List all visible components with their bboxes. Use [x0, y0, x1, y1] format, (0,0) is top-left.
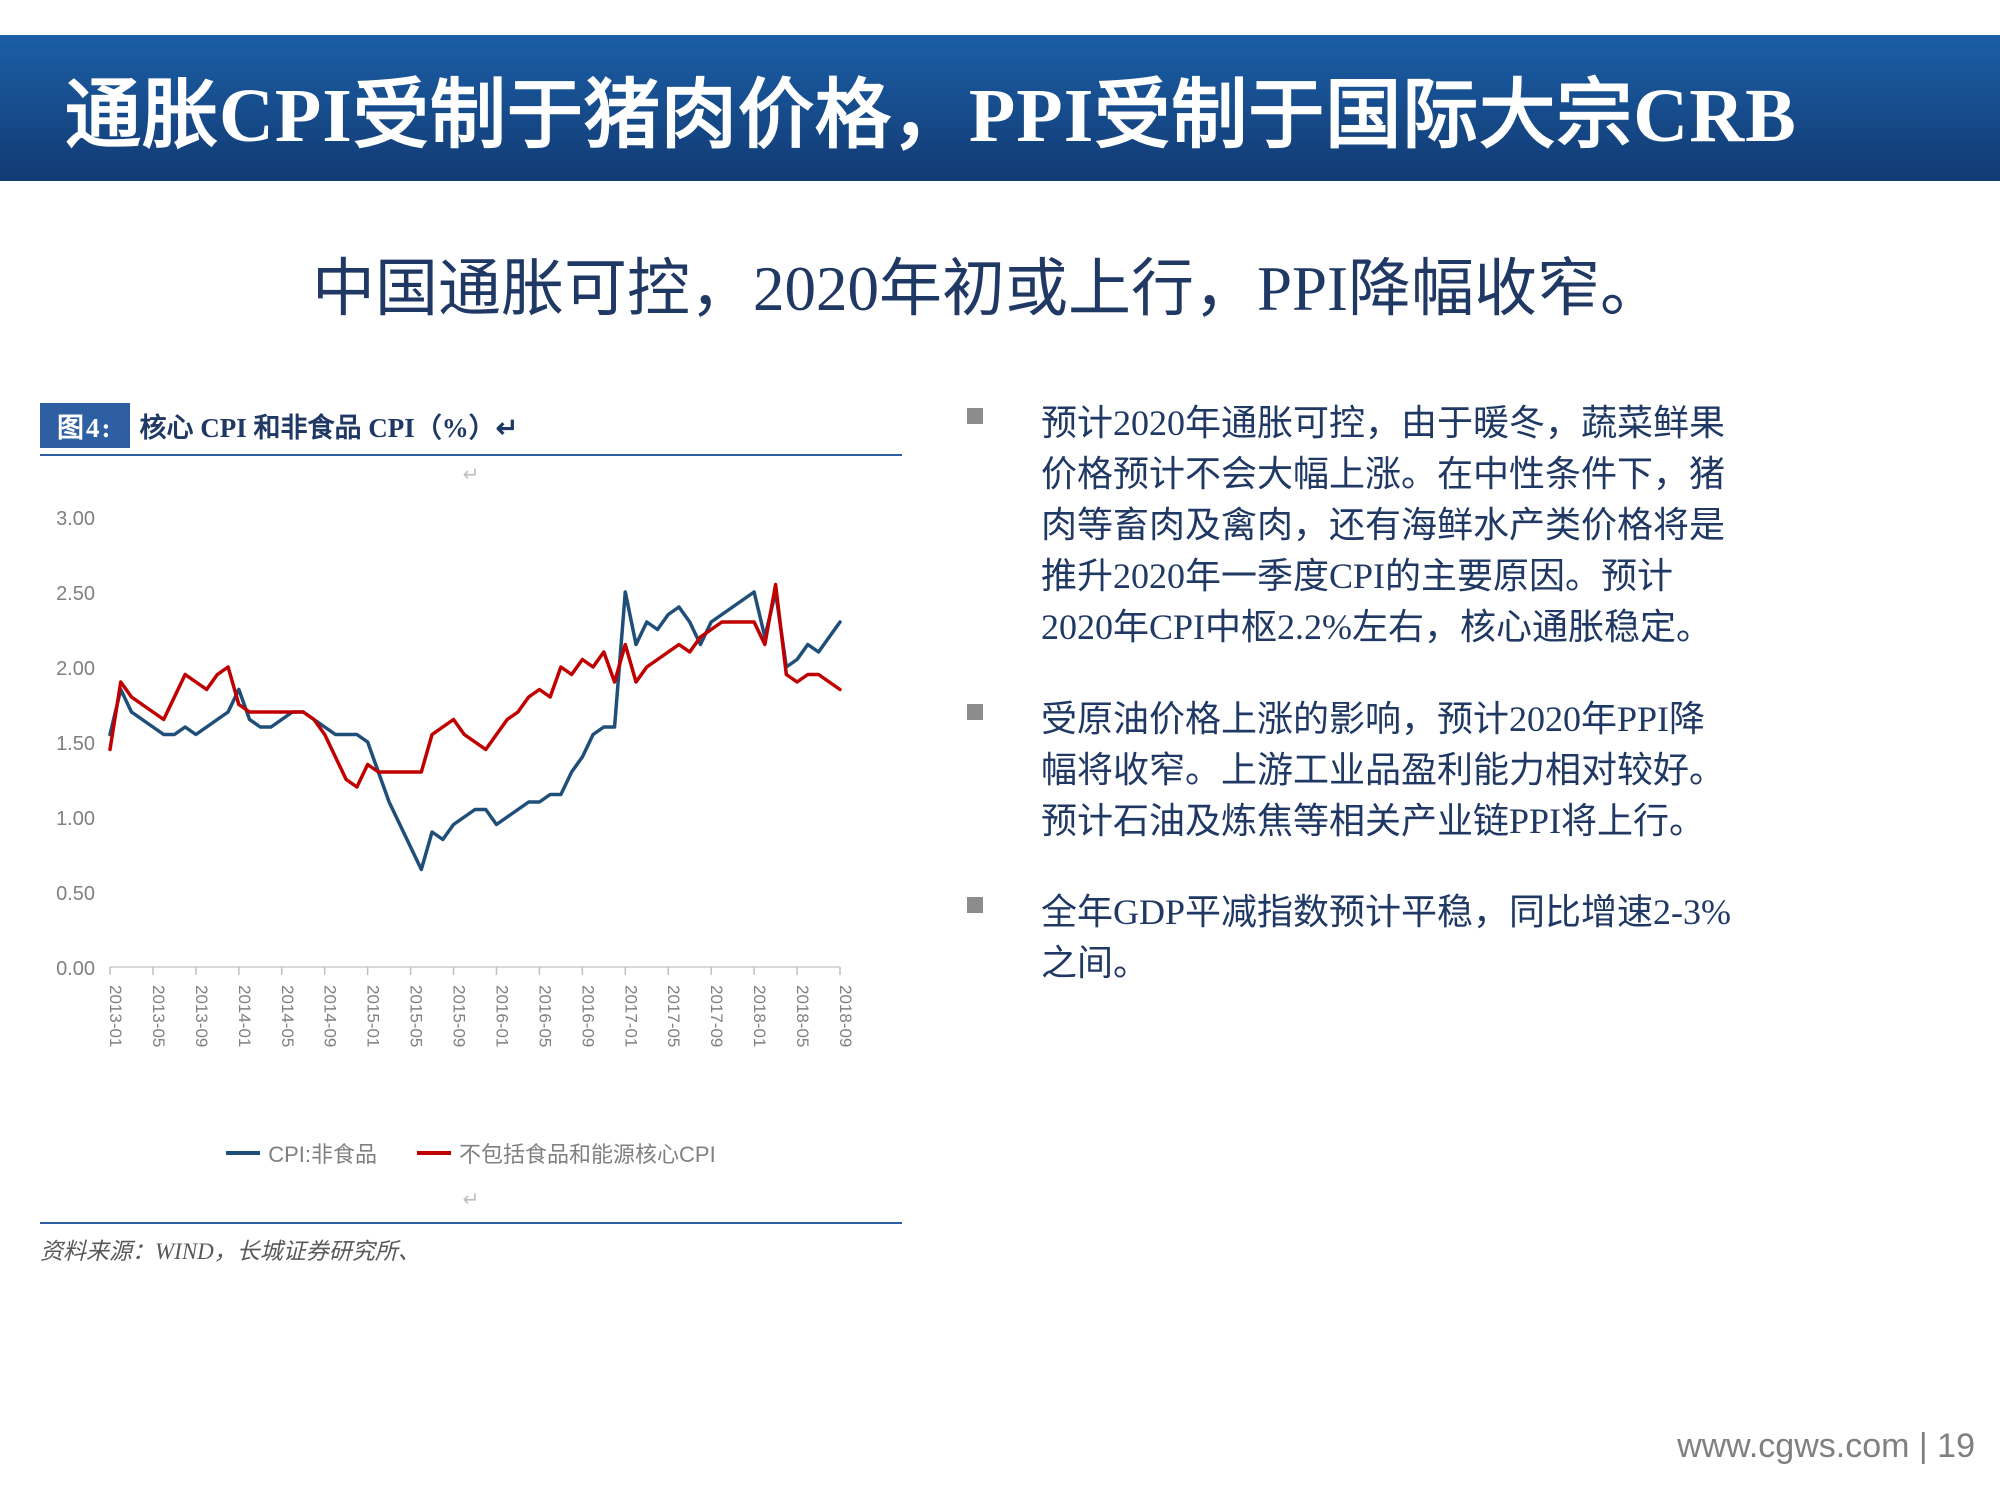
svg-text:2013-01: 2013-01 — [106, 985, 125, 1047]
svg-text:2017-01: 2017-01 — [621, 985, 640, 1047]
svg-text:2014-01: 2014-01 — [235, 985, 254, 1047]
svg-text:2015-09: 2015-09 — [450, 985, 469, 1047]
svg-text:2017-05: 2017-05 — [664, 985, 683, 1047]
svg-text:0.00: 0.00 — [56, 958, 95, 980]
svg-text:2014-09: 2014-09 — [321, 985, 340, 1047]
svg-text:3.00: 3.00 — [56, 508, 95, 530]
svg-text:1.00: 1.00 — [56, 808, 95, 830]
svg-text:2018-01: 2018-01 — [750, 985, 769, 1047]
svg-text:2.00: 2.00 — [56, 658, 95, 680]
svg-text:1.50: 1.50 — [56, 733, 95, 755]
svg-text:2018-09: 2018-09 — [836, 985, 855, 1047]
svg-text:2018-05: 2018-05 — [793, 985, 812, 1047]
svg-text:2.50: 2.50 — [56, 583, 95, 605]
svg-text:0.50: 0.50 — [56, 883, 95, 905]
svg-text:2017-09: 2017-09 — [707, 985, 726, 1047]
svg-text:2013-09: 2013-09 — [192, 985, 211, 1047]
svg-text:2015-05: 2015-05 — [407, 985, 426, 1047]
svg-text:2016-01: 2016-01 — [492, 985, 511, 1047]
svg-text:2014-05: 2014-05 — [278, 985, 297, 1047]
svg-text:2015-01: 2015-01 — [364, 985, 383, 1047]
svg-text:2016-09: 2016-09 — [578, 985, 597, 1047]
svg-text:2016-05: 2016-05 — [535, 985, 554, 1047]
svg-text:2013-05: 2013-05 — [149, 985, 168, 1047]
